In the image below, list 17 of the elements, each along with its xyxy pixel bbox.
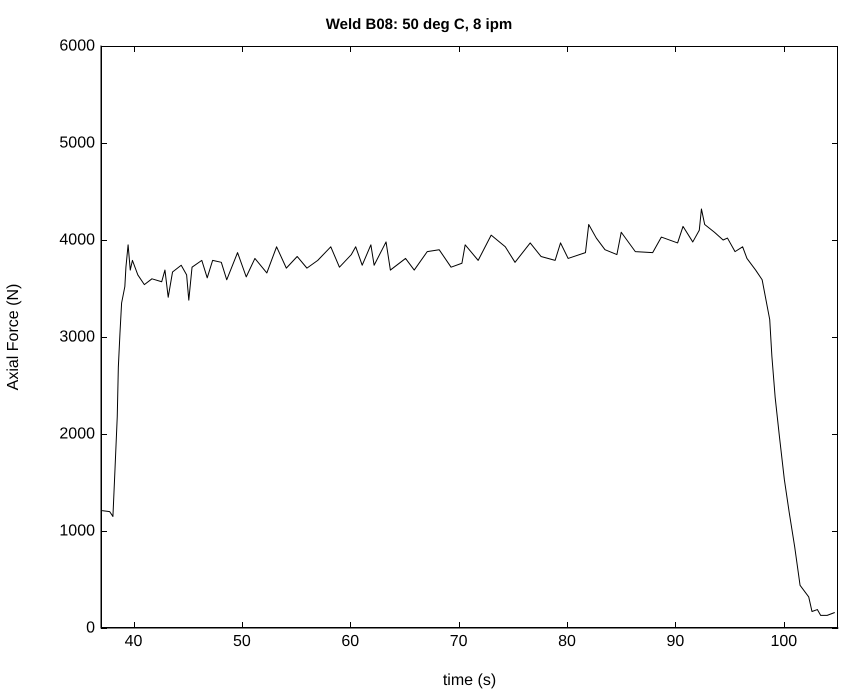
y-tick-label: 5000: [59, 134, 96, 152]
y-tick-label: 2000: [59, 425, 96, 442]
y-tick-label: 1000: [59, 522, 96, 540]
x-tick-label: 40: [124, 633, 143, 650]
x-axis-title: time (s): [442, 672, 496, 689]
x-tick-label: 100: [770, 633, 798, 650]
y-tick-label: 6000: [59, 37, 96, 54]
x-tick-label: 60: [341, 633, 360, 650]
x-tick-label: 90: [666, 633, 684, 650]
y-tick-label: 4000: [59, 231, 96, 248]
chart-title: Weld B08: 50 deg C, 8 ipm: [326, 16, 512, 34]
y-axis-title: Axial Force (N): [5, 284, 22, 390]
y-tick-label: 0: [86, 619, 96, 636]
y-tick-label: 3000: [59, 328, 96, 346]
x-tick-label: 50: [233, 633, 251, 650]
x-tick-label: 80: [558, 633, 576, 650]
x-tick-label: 70: [450, 633, 468, 650]
